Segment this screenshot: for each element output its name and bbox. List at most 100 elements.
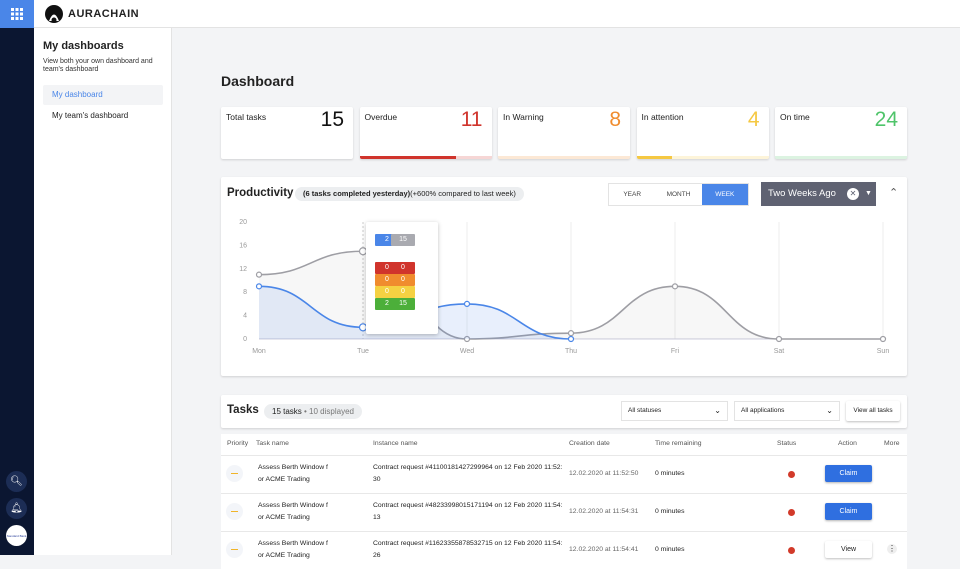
col-priority[interactable]: Priority: [227, 440, 249, 447]
x-tick-label: Wed: [460, 348, 474, 355]
data-point: [567, 330, 575, 337]
instance-name: Contract request #48233998015171194 on 1…: [373, 502, 563, 521]
bell-icon: 🔔︎: [10, 503, 23, 514]
col-status: Status: [777, 440, 797, 447]
kpi-label: Total tasks: [226, 112, 267, 122]
data-point: [255, 283, 263, 290]
search-button[interactable]: 🔍︎: [6, 471, 27, 492]
table-row[interactable]: Assess Berth Window for ACME Trading Con…: [221, 455, 907, 493]
kpi-progress-bar: [636, 156, 769, 159]
kpi-card-in-attention[interactable]: In attention 4: [636, 107, 769, 159]
x-tick-label: Sat: [774, 348, 785, 355]
col-creation-date[interactable]: Creation date: [569, 440, 610, 447]
kpi-progress-fill: [636, 156, 673, 159]
data-point: [671, 283, 679, 290]
clear-icon[interactable]: ✕: [847, 188, 859, 200]
task-name[interactable]: Assess Berth Window for ACME Trading: [258, 540, 328, 559]
x-tick-label: Fri: [671, 348, 680, 355]
avatar[interactable]: Standard Bank: [6, 525, 27, 546]
series-area: [259, 286, 571, 339]
tooltip-value: 0: [391, 286, 415, 298]
productivity-panel: [221, 177, 907, 376]
aurachain-logo-icon: [45, 5, 63, 23]
search-icon: 🔍︎: [10, 476, 23, 487]
kpi-label: On time: [780, 112, 810, 122]
data-point: [255, 271, 263, 278]
status-overdue-dot: [788, 509, 795, 516]
time-remaining: 0 minutes: [655, 546, 685, 553]
dashboards-sidebar: My dashboards View both your own dashboa…: [34, 28, 172, 555]
data-point: [463, 335, 471, 343]
period-week[interactable]: WEEK: [701, 184, 748, 205]
tooltip-value: 0: [391, 274, 415, 286]
kpi-card-overdue[interactable]: Overdue 11: [359, 107, 492, 159]
creation-date: 12.02.2020 at 11:54:41: [569, 546, 639, 553]
top-header: AURACHAIN: [34, 0, 960, 28]
y-tick-label: 8: [243, 289, 247, 296]
chevron-down-icon: ⌄: [714, 406, 721, 415]
creation-date: 12.02.2020 at 11:54:31: [569, 508, 639, 515]
sidebar-item-my-dashboard[interactable]: My dashboard: [43, 85, 163, 105]
instance-name: Contract request #11623355878532715 on 1…: [373, 540, 563, 559]
col-task-name[interactable]: Task name: [256, 440, 289, 447]
time-remaining: 0 minutes: [655, 470, 685, 477]
claim-button[interactable]: Claim: [825, 503, 872, 520]
status-overdue-dot: [788, 547, 795, 554]
creation-date: 12.02.2020 at 11:52:50: [569, 470, 639, 477]
kpi-progress-fill: [359, 156, 456, 159]
x-tick-label: Thu: [565, 348, 577, 355]
table-row[interactable]: Assess Berth Window for ACME Trading Con…: [221, 531, 907, 569]
priority-medium-icon: [226, 503, 243, 520]
apps-menu-button[interactable]: [0, 0, 34, 28]
period-year[interactable]: YEAR: [623, 191, 642, 198]
kpi-label: Overdue: [364, 112, 398, 122]
more-vert-icon[interactable]: ⋮: [887, 544, 897, 554]
data-point: [879, 335, 887, 343]
caret-down-icon[interactable]: ▼: [865, 190, 872, 197]
kpi-value: 24: [874, 108, 898, 131]
time-remaining: 0 minutes: [655, 508, 685, 515]
sidebar-description: View both your own dashboard and team's …: [43, 58, 153, 73]
table-row[interactable]: Assess Berth Window for ACME Trading Con…: [221, 493, 907, 531]
collapse-chevron-icon[interactable]: ⌃: [889, 187, 899, 199]
kpi-label: In Warning: [503, 112, 544, 122]
status-filter-select[interactable]: All statuses ⌄: [621, 401, 728, 421]
range-select[interactable]: Two Weeks Ago ✕ ▼: [761, 182, 876, 206]
kpi-label: In attention: [641, 112, 684, 122]
task-name[interactable]: Assess Berth Window for ACME Trading: [258, 502, 328, 521]
view-all-tasks-button[interactable]: View all tasks: [846, 401, 900, 421]
status-overdue-dot: [788, 471, 795, 478]
tooltip-value: 0: [391, 262, 415, 274]
period-toggle: YEAR MONTH WEEK: [608, 183, 749, 206]
claim-button[interactable]: Claim: [825, 465, 872, 482]
chart-tooltip: 2 15 0 0 0 0 0 0 2 15: [366, 222, 438, 334]
logo[interactable]: AURACHAIN: [44, 4, 139, 24]
kpi-progress-bar: [498, 156, 630, 159]
kpi-card-on-time[interactable]: On time 24: [775, 107, 907, 159]
app-rail: 🔍︎ 🔔︎ Standard Bank: [0, 0, 34, 555]
priority-medium-icon: [226, 541, 243, 558]
task-name[interactable]: Assess Berth Window for ACME Trading: [258, 464, 328, 483]
kpi-progress-bar: [359, 156, 492, 159]
kpi-card-in-warning[interactable]: In Warning 8: [498, 107, 630, 159]
notifications-button[interactable]: 🔔︎: [6, 498, 27, 519]
tasks-count-badge: 15 tasks • 10 displayed: [264, 404, 362, 419]
y-tick-label: 0: [243, 336, 247, 343]
chevron-down-icon: ⌄: [826, 406, 833, 415]
kpi-progress-bar: [775, 156, 907, 159]
col-instance-name[interactable]: Instance name: [373, 440, 418, 447]
y-tick-label: 12: [239, 266, 247, 273]
table-header: [221, 434, 907, 455]
kpi-value: 8: [609, 108, 621, 131]
x-tick-label: Sun: [877, 348, 890, 355]
kpi-value: 11: [460, 108, 483, 131]
sidebar-item-team-dashboard[interactable]: My team's dashboard: [52, 111, 129, 120]
application-filter-select[interactable]: All applications ⌄: [734, 401, 840, 421]
data-point: [463, 300, 471, 308]
kpi-card-total-tasks[interactable]: Total tasks 15: [221, 107, 353, 159]
y-tick-label: 4: [243, 313, 247, 320]
col-action: Action: [838, 440, 857, 447]
col-time-remaining[interactable]: Time remaining: [655, 440, 702, 447]
view-button[interactable]: View: [825, 541, 872, 558]
period-month[interactable]: MONTH: [666, 191, 691, 198]
